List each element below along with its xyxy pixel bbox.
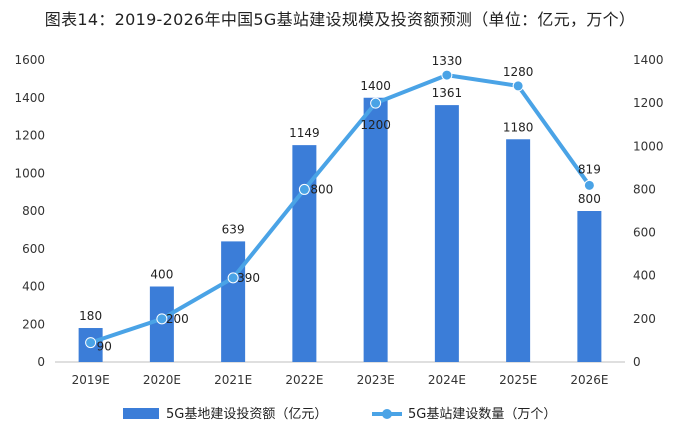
y-right-tick-label: 800 [633,182,656,196]
y-left-tick-label: 200 [22,317,45,331]
line-point [370,97,382,109]
y-left-tick-label: 1400 [14,91,45,105]
x-tick-label: 2024E [428,373,466,387]
line-point [512,80,524,92]
x-tick-label: 2025E [499,373,537,387]
line-series [88,73,592,345]
y-left-tick-label: 400 [22,280,45,294]
bar-data-label: 800 [578,192,601,206]
y-right-tick-label: 200 [633,312,656,326]
bar [363,97,388,362]
line-point [441,69,453,81]
y-left-tick-label: 0 [37,355,45,369]
x-tick-label: 2026E [570,373,608,387]
legend-line-label: 5G基站建设数量（万个） [408,407,556,422]
bar-data-label: 400 [150,268,173,282]
x-tick-label: 2021E [214,373,252,387]
line-data-label: 1200 [360,118,391,132]
x-tick-label: 2020E [143,373,181,387]
line-layer [85,69,595,349]
x-tick-label: 2022E [285,373,323,387]
labels-layer: 180 400 639 1149 1400 1361 1180 800 90 200 390 800 1… [79,54,601,353]
y-right-tick-label: 400 [633,269,656,283]
x-tick-label: 2019E [72,373,110,387]
y-left-tick-label: 800 [22,204,45,218]
legend: 5G基地建设投资额（亿元） 5G基站建设数量（万个） [123,406,556,422]
line-point [85,337,97,349]
line-point [583,179,595,191]
bar [221,241,246,362]
line-point [156,313,168,325]
y-right-tick-label: 0 [633,355,641,369]
y-right-tick-label: 600 [633,226,656,240]
line-data-label: 1330 [432,54,463,68]
bars-layer [78,97,602,362]
legend-line-marker [382,409,392,419]
bar [434,105,459,362]
line-data-label: 90 [97,340,112,354]
y-left-tick-label: 1600 [14,53,45,67]
line-data-label: 390 [237,271,260,285]
line-data-label: 819 [578,162,601,176]
bar-data-label: 180 [79,309,102,323]
bar [506,139,531,362]
bar-data-label: 1180 [503,120,534,134]
legend-bar-swatch [123,408,159,419]
bar-data-label: 639 [222,222,245,236]
line-data-label: 800 [310,182,333,196]
bar [577,211,602,362]
y-left-tick-label: 600 [22,242,45,256]
legend-bar-label: 5G基地建设投资额（亿元） [166,406,327,422]
chart-title: 图表14：2019-2026年中国5G基站建设规模及投资额预测（单位：亿元，万个… [44,10,636,29]
bar-data-label: 1361 [432,86,463,100]
y-left-tick-label: 1200 [14,129,45,143]
line-point [227,272,239,284]
bar-data-label: 1149 [289,126,320,140]
y-right-tick-label: 1000 [633,139,664,153]
bar-data-label: 1400 [360,79,391,93]
y-left-tick-label: 1000 [14,166,45,180]
line-point [298,183,310,195]
axes-layer: 0 200 400 600 800 1000 1200 1400 1600 0 200 400 600 8… [14,53,663,387]
line-data-label: 1280 [503,65,534,79]
y-right-tick-label: 1400 [633,53,664,67]
line-data-label: 200 [166,312,189,326]
y-right-tick-label: 1200 [633,96,664,110]
x-tick-label: 2023E [357,373,395,387]
